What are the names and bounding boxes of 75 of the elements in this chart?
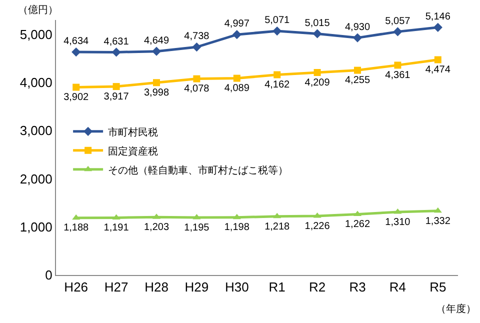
point	[434, 56, 442, 64]
data-label: 1,332	[425, 216, 451, 227]
y-tick-label: 3,000	[20, 123, 52, 138]
point	[394, 208, 402, 214]
x-tick-label: H30	[224, 280, 249, 295]
legend-label: その他（軽自動車、市町村たばこ税等）	[108, 164, 288, 176]
point	[434, 207, 442, 213]
point	[393, 27, 402, 36]
data-label: 4,089	[224, 83, 250, 94]
point	[232, 214, 241, 220]
point	[233, 74, 240, 82]
x-tick-label: R2	[308, 280, 326, 295]
point	[352, 33, 362, 42]
data-label: 1,198	[224, 222, 250, 234]
point	[433, 22, 442, 32]
data-label: 5,146	[425, 12, 451, 23]
y-axis-title: （億円）	[18, 4, 58, 16]
x-tick-label: H27	[104, 280, 128, 295]
data-label: 1,226	[304, 220, 330, 232]
legend-label: 市町村民税	[108, 126, 158, 138]
x-tick-label: H28	[144, 280, 168, 295]
data-label: 4,997	[224, 18, 250, 30]
data-label: 5,015	[304, 18, 330, 29]
data-label: 1,262	[344, 219, 370, 230]
point	[153, 79, 160, 86]
x-tick-label: R4	[389, 280, 406, 295]
point	[312, 29, 322, 38]
data-label: 4,930	[344, 22, 370, 33]
data-label: 4,649	[144, 35, 170, 46]
data-label: 4,631	[104, 36, 130, 48]
data-label: 5,071	[264, 15, 290, 26]
point	[354, 66, 361, 74]
data-label: 4,162	[264, 80, 290, 91]
x-tick-label: H26	[64, 280, 88, 295]
point	[72, 214, 80, 220]
point	[232, 30, 242, 40]
data-label: 4,738	[184, 31, 210, 42]
data-label: 3,917	[104, 91, 130, 102]
y-tick-label: 2,000	[20, 171, 52, 186]
point	[272, 26, 282, 36]
data-label: 5,057	[385, 16, 411, 27]
point	[72, 84, 80, 91]
data-label: 4,634	[64, 36, 90, 48]
x-tick-label: R3	[349, 280, 366, 295]
x-tick-label: R1	[268, 280, 286, 295]
point	[273, 212, 282, 218]
point	[112, 83, 120, 90]
x-tick-label: H29	[184, 280, 209, 295]
data-label: 4,474	[425, 64, 451, 76]
data-label: 1,218	[264, 221, 290, 232]
data-label: 1,203	[144, 222, 170, 233]
data-label: 4,255	[344, 75, 370, 86]
data-label: 1,191	[104, 222, 130, 234]
y-tick-label: 0	[45, 268, 52, 283]
legend-label: 固定資産税	[108, 145, 158, 158]
point	[274, 71, 281, 78]
data-label: 4,361	[385, 70, 411, 82]
data-label: 4,209	[304, 77, 330, 88]
data-label: 3,902	[64, 92, 90, 104]
y-tick-label: 1,000	[20, 219, 52, 234]
y-tick-label: 5,000	[20, 26, 52, 42]
y-tick-label: 4,000	[20, 75, 52, 90]
data-label: 3,998	[144, 88, 170, 99]
data-label: 1,195	[184, 222, 210, 234]
data-label: 1,310	[385, 216, 411, 228]
point	[394, 62, 402, 69]
x-axis-title: （年度）	[436, 303, 476, 315]
point	[152, 46, 162, 56]
data-label: 1,188	[64, 222, 90, 234]
x-tick-label: R5	[430, 280, 446, 295]
point	[193, 75, 200, 82]
data-label: 4,078	[184, 84, 210, 95]
point	[72, 47, 81, 57]
point	[192, 42, 202, 52]
point	[314, 68, 321, 76]
